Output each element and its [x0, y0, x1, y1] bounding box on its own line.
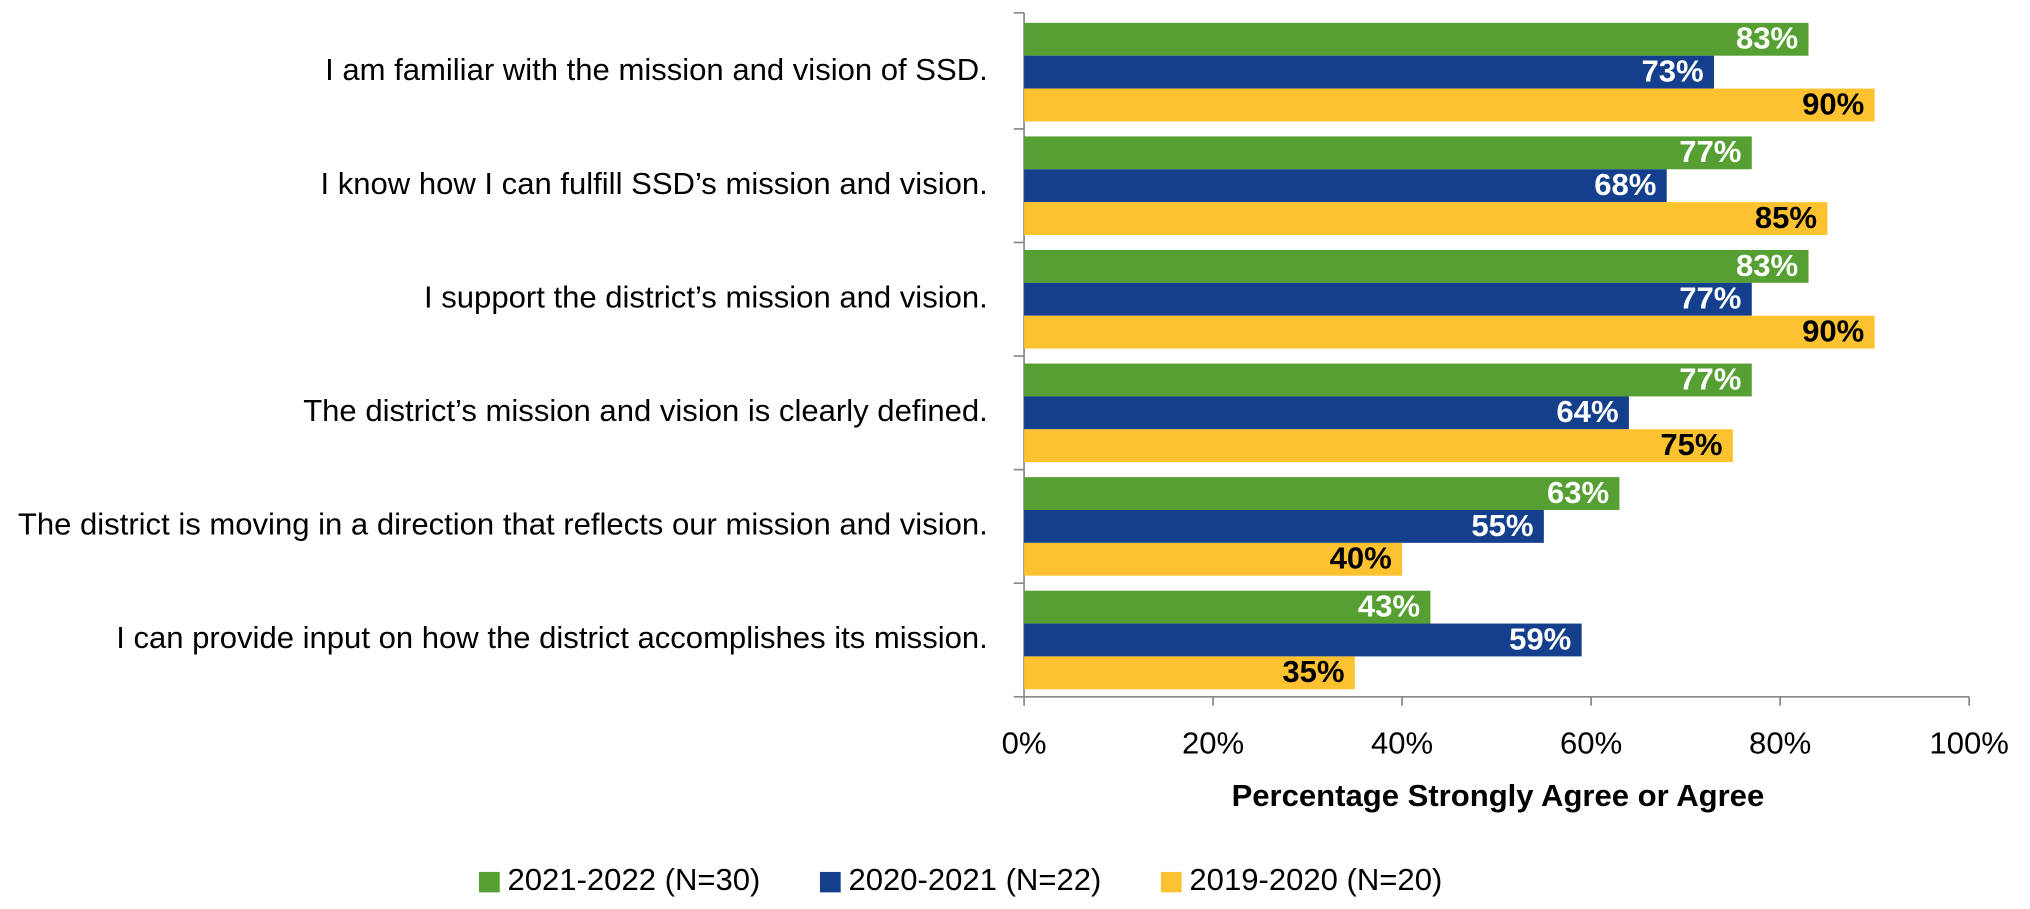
value-label: 90%: [1802, 314, 1864, 349]
value-label: 77%: [1679, 281, 1741, 316]
bar: [1024, 396, 1629, 430]
value-label: 73%: [1641, 54, 1703, 89]
legend-label: 2020-2021 (N=22): [848, 862, 1101, 897]
bar: [1024, 542, 1403, 576]
bar: [1024, 477, 1620, 510]
category-label: I am familiar with the mission and visio…: [325, 52, 988, 87]
value-label: 59%: [1509, 622, 1571, 657]
x-tick-label: 60%: [1560, 726, 1622, 761]
bar: [1024, 429, 1733, 463]
category-label: The district’s mission and vision is cle…: [303, 393, 988, 428]
legend-swatch: [1160, 871, 1182, 893]
bar: [1024, 509, 1544, 543]
bar: [1024, 623, 1582, 657]
value-label: 63%: [1547, 475, 1609, 510]
value-label: 90%: [1802, 87, 1864, 122]
value-label: 83%: [1736, 248, 1798, 283]
bar: [1024, 282, 1752, 316]
x-tick-label: 100%: [1929, 726, 2008, 761]
value-label: 43%: [1358, 589, 1420, 624]
bar: [1024, 22, 1809, 56]
bar: [1024, 136, 1752, 170]
value-label: 85%: [1755, 200, 1817, 235]
bar: [1024, 315, 1875, 349]
x-tick-label: 40%: [1371, 726, 1433, 761]
bar: [1024, 202, 1828, 235]
category-label: I can provide input on how the district …: [116, 620, 988, 655]
legend-label: 2019-2020 (N=20): [1189, 862, 1442, 897]
category-label: I know how I can fulfill SSD’s mission a…: [320, 166, 987, 201]
bar: [1024, 363, 1752, 397]
x-tick-label: 80%: [1749, 726, 1811, 761]
legend-swatch: [479, 871, 500, 893]
value-label: 68%: [1594, 167, 1656, 202]
category-label: The district is moving in a direction th…: [18, 507, 988, 542]
value-label: 77%: [1679, 362, 1741, 397]
value-label: 75%: [1660, 427, 1722, 462]
bar: [1024, 656, 1355, 690]
bar: [1024, 249, 1809, 283]
value-label: 35%: [1282, 654, 1344, 689]
value-label: 83%: [1736, 21, 1798, 56]
x-tick-label: 20%: [1182, 726, 1244, 761]
legend-swatch: [819, 871, 841, 893]
value-label: 40%: [1330, 541, 1392, 576]
x-tick-label: 0%: [1002, 726, 1047, 761]
bar: [1024, 169, 1667, 203]
legend-label: 2021-2022 (N=30): [508, 862, 761, 897]
value-label: 55%: [1471, 508, 1533, 543]
category-label: I support the district’s mission and vis…: [424, 280, 988, 315]
bar: [1024, 590, 1431, 624]
value-label: 77%: [1679, 134, 1741, 169]
value-label: 64%: [1556, 394, 1618, 429]
x-axis-title: Percentage Strongly Agree or Agree: [1232, 778, 1765, 813]
bar: [1024, 88, 1875, 122]
bar: [1024, 55, 1714, 89]
